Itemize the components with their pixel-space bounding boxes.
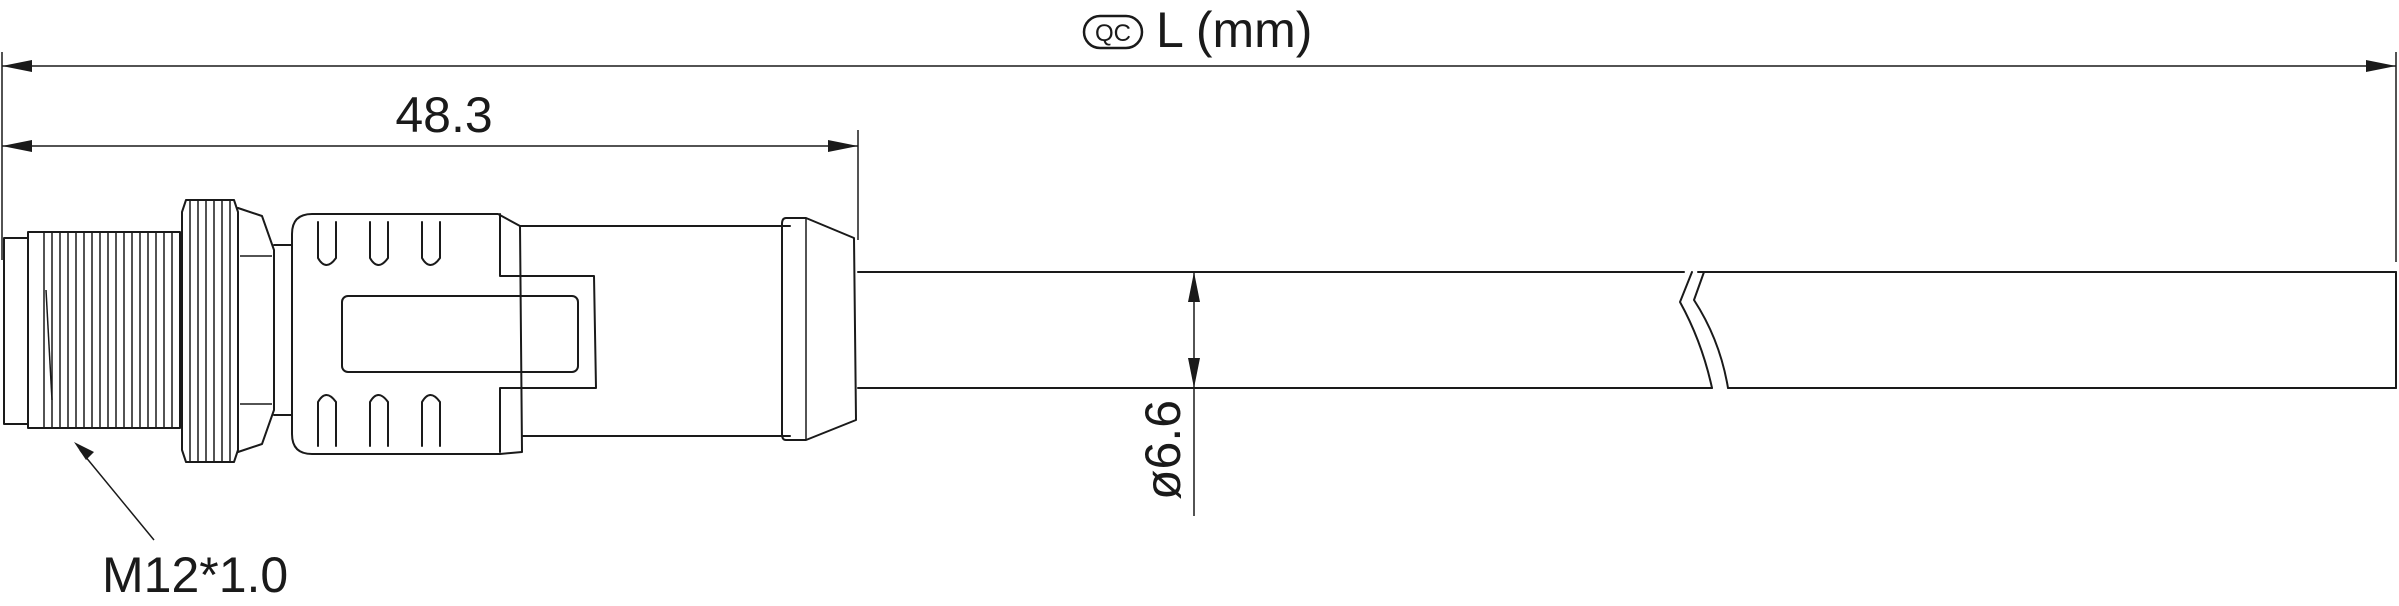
cable-break-right: [1693, 271, 1729, 389]
grip-window: [341, 295, 579, 373]
arrow-head-left: [2, 60, 32, 72]
cable-break-left: [1679, 271, 1713, 389]
arrow-head-diameter-top: [1188, 272, 1200, 302]
qc-badge-icon: QC: [1082, 14, 1144, 50]
grip-body: [291, 213, 791, 455]
arrow-head-diameter-bottom: [1188, 358, 1200, 388]
overall-length-label: L (mm): [1156, 2, 1312, 58]
arrow-head-right-connector: [828, 140, 858, 152]
connector-length-dimension: 48.3: [2, 87, 859, 240]
overall-length-dimension: QC L (mm): [1, 2, 2397, 262]
threaded-section: [3, 231, 181, 429]
arrow-head-right: [2366, 60, 2396, 72]
connector-body: [3, 199, 857, 463]
leader-arrow-head: [74, 442, 94, 460]
leader-line: [79, 449, 155, 541]
thread-label: M12*1.0: [102, 547, 288, 603]
cable: [857, 271, 2397, 389]
connector-length-label: 48.3: [395, 87, 492, 143]
strain-relief: [781, 217, 857, 441]
cable-diameter-dimension: ø6.6: [1135, 272, 1200, 516]
coupling-nut: [181, 199, 293, 463]
qc-badge-text: QC: [1095, 20, 1131, 47]
arrow-head-left-connector: [2, 140, 32, 152]
thread-callout: M12*1.0: [74, 442, 288, 603]
cable-diameter-label: ø6.6: [1135, 400, 1191, 500]
